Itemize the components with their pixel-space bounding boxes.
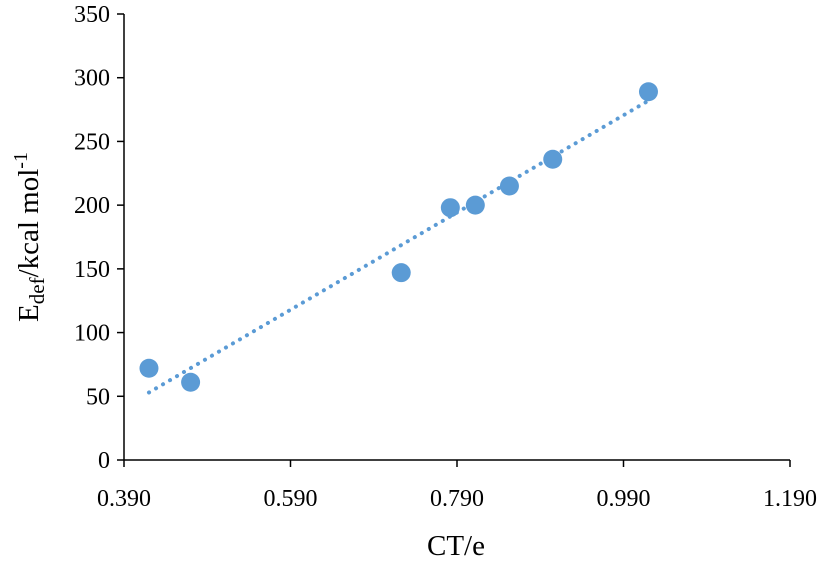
y-axis-title: Edef/kcal mol-1 bbox=[10, 152, 49, 322]
x-tick-label: 0.790 bbox=[430, 486, 484, 512]
data-point bbox=[440, 198, 460, 218]
y-axis-title-rest: /kcal mol bbox=[13, 169, 45, 278]
x-tick-label: 1.190 bbox=[763, 486, 817, 512]
y-tick-label: 150 bbox=[74, 257, 110, 283]
data-point bbox=[543, 149, 563, 169]
y-axis-title-main: E bbox=[13, 304, 45, 322]
y-axis-title-subscript: def bbox=[25, 277, 49, 304]
y-tick-label: 200 bbox=[74, 193, 110, 219]
y-axis-title-superscript: -1 bbox=[10, 152, 32, 169]
data-point bbox=[139, 358, 159, 378]
x-tick-label: 0.990 bbox=[597, 486, 651, 512]
data-point bbox=[181, 372, 201, 392]
x-axis-ticks: 0.390 0.590 0.790 0.990 1.190 bbox=[97, 460, 817, 512]
x-tick-label: 0.590 bbox=[264, 486, 318, 512]
plot-area bbox=[139, 82, 658, 395]
x-tick-label: 0.390 bbox=[97, 486, 151, 512]
y-tick-label: 100 bbox=[74, 321, 110, 347]
y-tick-label: 350 bbox=[74, 2, 110, 28]
data-point bbox=[499, 176, 519, 196]
y-axis-ticks: 0 50 100 150 200 250 300 350 bbox=[74, 2, 124, 474]
y-tick-label: 0 bbox=[98, 448, 110, 474]
y-tick-label: 250 bbox=[74, 129, 110, 155]
data-point bbox=[391, 263, 411, 283]
data-point bbox=[638, 82, 658, 102]
y-tick-label: 50 bbox=[86, 384, 110, 410]
x-axis-title: CT/e bbox=[427, 530, 485, 562]
data-point bbox=[465, 195, 485, 215]
y-tick-label: 300 bbox=[74, 66, 110, 92]
trendline bbox=[146, 98, 651, 395]
